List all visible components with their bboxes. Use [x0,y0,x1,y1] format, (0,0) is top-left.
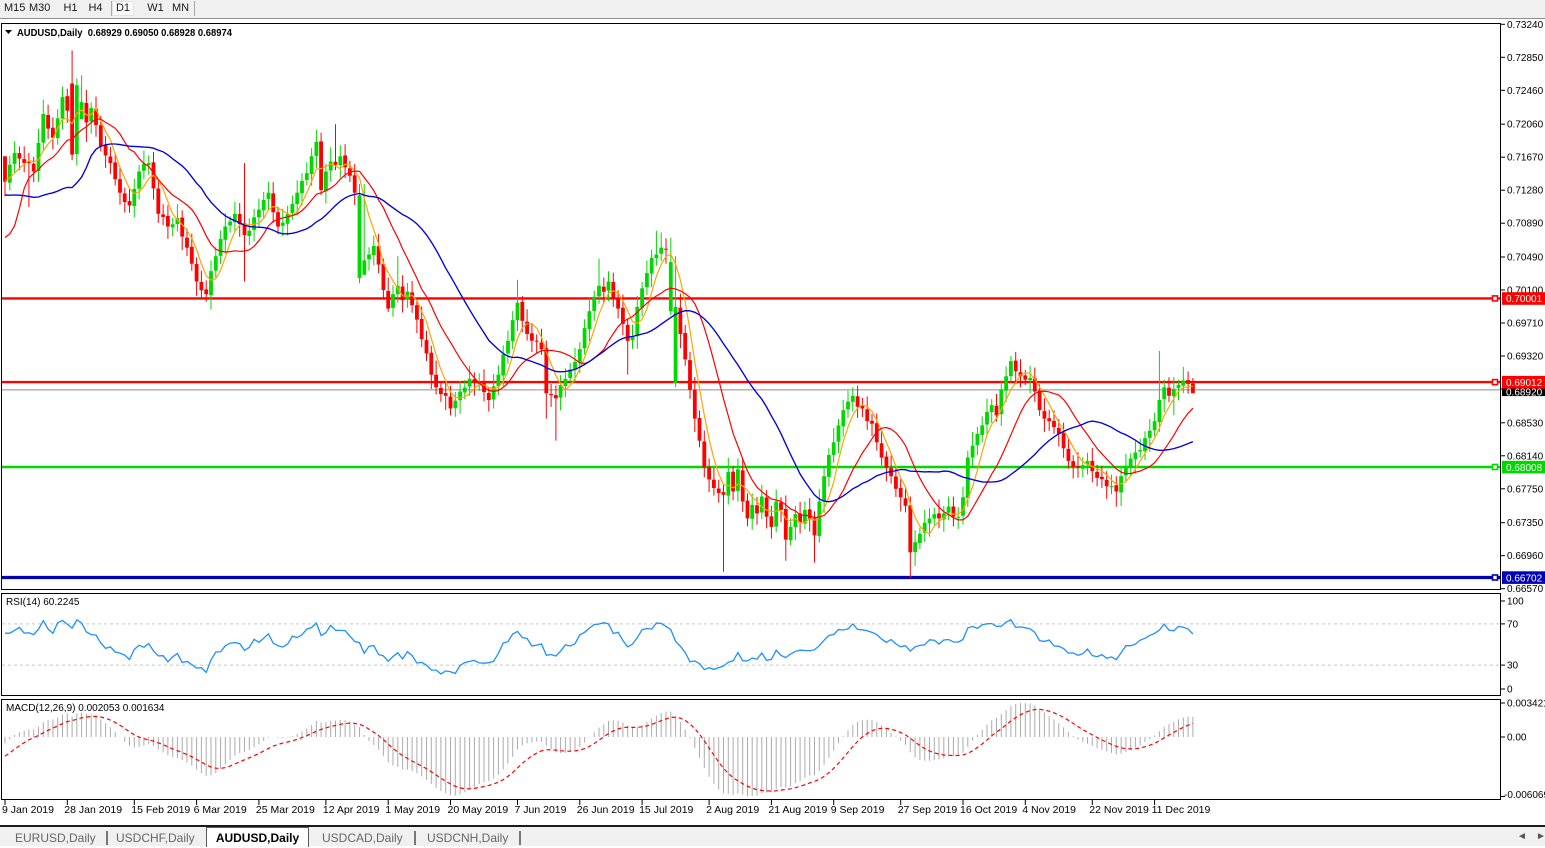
svg-text:0.67350: 0.67350 [1507,518,1544,529]
svg-text:0.00: 0.00 [1507,733,1527,744]
svg-text:25 Mar 2019: 25 Mar 2019 [256,804,315,816]
svg-text:0.70890: 0.70890 [1507,219,1544,230]
svg-text:26 Jun 2019: 26 Jun 2019 [577,804,635,816]
svg-text:0.66960: 0.66960 [1507,551,1544,562]
svg-text:9 Jan 2019: 9 Jan 2019 [2,804,54,816]
svg-text:0: 0 [1507,685,1513,696]
svg-text:0.003421: 0.003421 [1507,699,1545,710]
svg-text:15 Feb 2019: 15 Feb 2019 [131,804,190,816]
svg-text:0.67750: 0.67750 [1507,484,1544,495]
svg-text:0.66570: 0.66570 [1507,584,1544,595]
svg-text:0.68530: 0.68530 [1507,418,1544,429]
svg-text:6 Mar 2019: 6 Mar 2019 [194,804,247,816]
svg-text:11 Dec 2019: 11 Dec 2019 [1152,804,1211,816]
svg-text:15 Jul 2019: 15 Jul 2019 [639,804,693,816]
svg-text:21 Aug 2019: 21 Aug 2019 [768,804,827,816]
svg-text:9 Sep 2019: 9 Sep 2019 [831,804,885,816]
svg-text:7 Jun 2019: 7 Jun 2019 [515,804,567,816]
svg-text:28 Jan 2019: 28 Jan 2019 [64,804,122,816]
svg-text:0.66702: 0.66702 [1506,573,1543,584]
svg-text:0.72060: 0.72060 [1507,120,1544,131]
svg-text:0.73240: 0.73240 [1507,20,1544,31]
svg-text:MACD(12,26,9) 0.002053 0.00163: MACD(12,26,9) 0.002053 0.001634 [6,703,165,714]
svg-text:0.72460: 0.72460 [1507,86,1544,97]
svg-text:0.70100: 0.70100 [1507,286,1544,297]
svg-text:70: 70 [1507,619,1519,630]
svg-text:16 Oct 2019: 16 Oct 2019 [960,804,1017,816]
svg-text:0.68140: 0.68140 [1507,451,1544,462]
svg-text:4 Nov 2019: 4 Nov 2019 [1022,804,1076,816]
svg-text:0.72850: 0.72850 [1507,53,1544,64]
svg-text:27 Sep 2019: 27 Sep 2019 [898,804,958,816]
svg-text:1 May 2019: 1 May 2019 [385,804,440,816]
svg-text:0.69320: 0.69320 [1507,352,1544,363]
svg-text:30: 30 [1507,661,1519,672]
svg-text:0.68008: 0.68008 [1506,463,1543,474]
svg-text:0.71280: 0.71280 [1507,186,1544,197]
svg-text:20 May 2019: 20 May 2019 [448,804,509,816]
svg-text:2 Aug 2019: 2 Aug 2019 [706,804,759,816]
svg-text:22 Nov 2019: 22 Nov 2019 [1089,804,1149,816]
svg-text:0.69012: 0.69012 [1506,378,1543,389]
svg-text:0.68920: 0.68920 [1506,387,1543,398]
svg-text:RSI(14) 60.2245: RSI(14) 60.2245 [6,597,80,608]
svg-text:-0.006069: -0.006069 [1504,790,1545,801]
svg-text:0.70490: 0.70490 [1507,253,1544,264]
svg-text:0.69710: 0.69710 [1507,319,1544,330]
svg-text:100: 100 [1507,597,1524,608]
svg-text:0.70001: 0.70001 [1506,294,1543,305]
svg-text:AUDUSD,Daily 0.68929 0.69050: AUDUSD,Daily 0.68929 0.69050 0.68928 0.6… [17,28,232,39]
svg-text:0.71670: 0.71670 [1507,153,1544,164]
svg-text:12 Apr 2019: 12 Apr 2019 [323,804,380,816]
